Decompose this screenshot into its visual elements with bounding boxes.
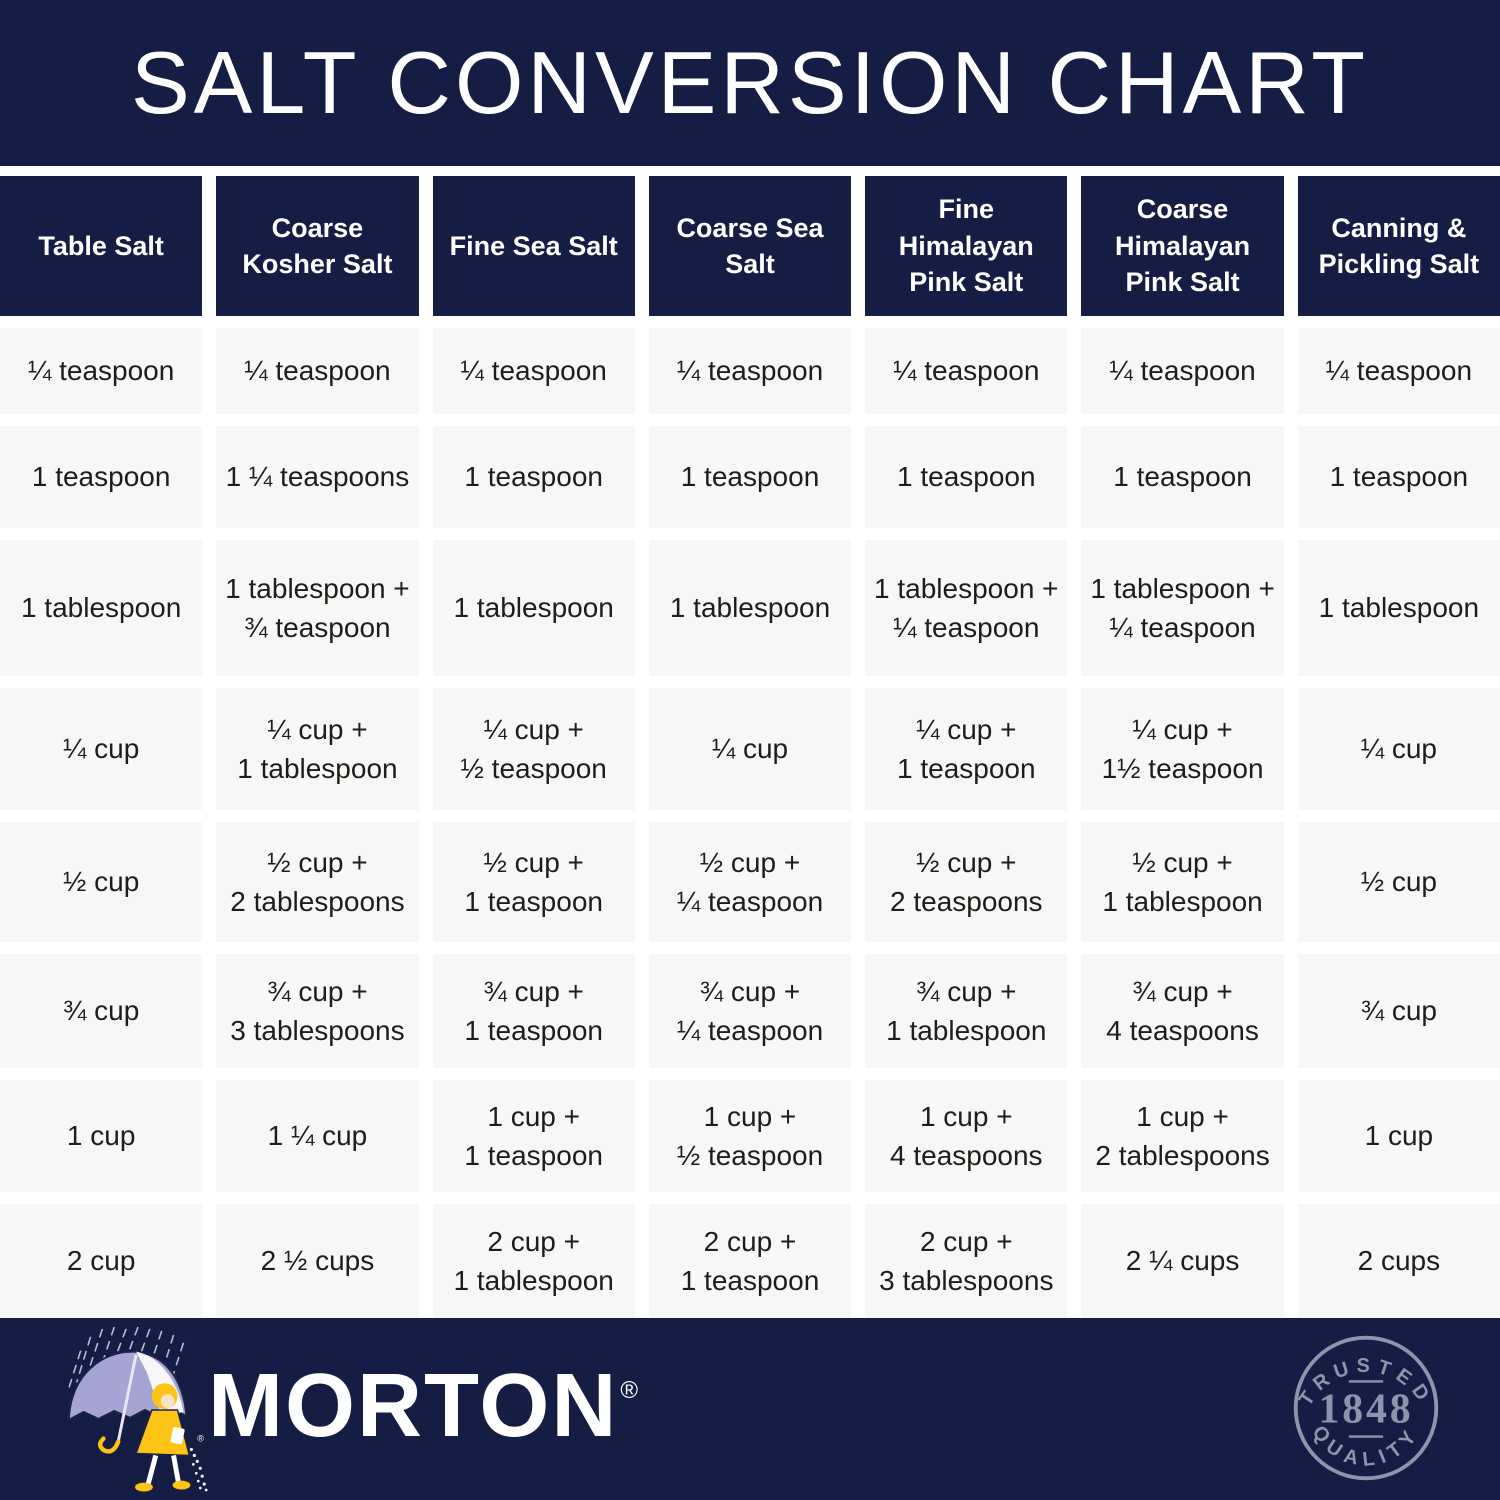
brand-wordmark: MORTON® <box>208 1356 641 1456</box>
morton-girl-logo: ® <box>67 1326 208 1492</box>
table-cell: 1 teaspoon <box>1297 426 1500 528</box>
table-cell: 2 cup + 1 teaspoon <box>648 1204 852 1318</box>
table-cell: 2 cup + 3 tablespoons <box>865 1204 1068 1318</box>
footer-banner: ® MORTON® TRUSTED 1848 QUALITY <box>0 1318 1500 1500</box>
page-title: SALT CONVERSION CHART <box>130 33 1369 132</box>
table-cell: 1 ¼ cup <box>216 1080 419 1192</box>
svg-text:®: ® <box>197 1434 204 1444</box>
table-cell: 1 teaspoon <box>648 426 852 528</box>
table-cell: ¾ cup + 4 teaspoons <box>1081 954 1284 1068</box>
table-cell: ¼ cup + 1 tablespoon <box>216 688 419 810</box>
table-cell: ¼ teaspoon <box>432 328 635 414</box>
table-cell: ½ cup <box>0 822 203 942</box>
column-header: Fine Sea Salt <box>432 176 635 316</box>
table-cell: 1 cup + 2 tablespoons <box>1081 1080 1284 1192</box>
table-cell: 1 tablespoon + ¾ teaspoon <box>216 540 419 676</box>
table-cell: ¼ cup + ½ teaspoon <box>432 688 635 810</box>
trusted-1848-seal: TRUSTED 1848 QUALITY <box>1293 1335 1439 1481</box>
table-cell: 1 tablespoon + ¼ teaspoon <box>1081 540 1284 676</box>
table-cell: ½ cup + 2 tablespoons <box>216 822 419 942</box>
table-cell: ¼ teaspoon <box>648 328 852 414</box>
table-cell: 1 tablespoon <box>0 540 203 676</box>
table-cell: ½ cup + 2 teaspoons <box>865 822 1068 942</box>
table-cell: ¾ cup + 1 teaspoon <box>432 954 635 1068</box>
table-cell: 1 tablespoon <box>432 540 635 676</box>
table-cell: ¼ teaspoon <box>1081 328 1284 414</box>
table-cell: 2 ½ cups <box>216 1204 419 1318</box>
table-cell: 1 ¼ teaspoons <box>216 426 419 528</box>
table-cell: 1 cup + 4 teaspoons <box>865 1080 1068 1192</box>
table-cell: 1 cup <box>1297 1080 1500 1192</box>
table-cell: ¼ teaspoon <box>0 328 203 414</box>
column-header: Coarse Himalayan Pink Salt <box>1081 176 1284 316</box>
table-cell: 2 cup <box>0 1204 203 1318</box>
table-cell: ¼ teaspoon <box>865 328 1068 414</box>
table-cell: 1 tablespoon + ¼ teaspoon <box>865 540 1068 676</box>
table-cell: ½ cup + ¼ teaspoon <box>648 822 852 942</box>
table-cell: ¼ teaspoon <box>216 328 419 414</box>
table-cell: 1 cup <box>0 1080 203 1192</box>
column-header: Coarse Kosher Salt <box>216 176 419 316</box>
table-cell: ¼ cup <box>1297 688 1500 810</box>
brand-lockup: ® MORTON® <box>52 1325 640 1493</box>
column-header: Canning & Pickling Salt <box>1297 176 1500 316</box>
seal-year: 1848 <box>1319 1386 1414 1432</box>
table-cell: 1 teaspoon <box>1081 426 1284 528</box>
conversion-table: Table Salt Coarse Kosher Salt Fine Sea Sal… <box>0 176 1500 1318</box>
table-cell: ¼ cup <box>648 688 852 810</box>
table-cell: ¼ cup <box>0 688 203 810</box>
registered-mark: ® <box>620 1377 641 1404</box>
column-header: Fine Himalayan Pink Salt <box>865 176 1068 316</box>
table-cell: ¾ cup <box>1297 954 1500 1068</box>
table-cell: ½ cup + 1 tablespoon <box>1081 822 1284 942</box>
table-cell: 1 tablespoon <box>1297 540 1500 676</box>
column-header: Coarse Sea Salt <box>648 176 852 316</box>
table-cell: ¼ teaspoon <box>1297 328 1500 414</box>
table-cell: ¾ cup + ¼ teaspoon <box>648 954 852 1068</box>
table-cell: ½ cup + 1 teaspoon <box>432 822 635 942</box>
table-cell: ¼ cup + 1½ teaspoon <box>1081 688 1284 810</box>
table-cell: ¼ cup + 1 teaspoon <box>865 688 1068 810</box>
title-banner: SALT CONVERSION CHART <box>0 0 1500 166</box>
table-cell: ¾ cup <box>0 954 203 1068</box>
column-header: Table Salt <box>0 176 203 316</box>
table-cell: 1 teaspoon <box>0 426 203 528</box>
table-cell: 2 cups <box>1297 1204 1500 1318</box>
table-cell: 1 teaspoon <box>865 426 1068 528</box>
table-cell: ½ cup <box>1297 822 1500 942</box>
table-cell: 1 teaspoon <box>432 426 635 528</box>
table-cell: 1 tablespoon <box>648 540 852 676</box>
table-cell: 2 cup + 1 tablespoon <box>432 1204 635 1318</box>
table-cell: ¾ cup + 3 tablespoons <box>216 954 419 1068</box>
table-cell: 1 cup + ½ teaspoon <box>648 1080 852 1192</box>
table-cell: 2 ¼ cups <box>1081 1204 1284 1318</box>
table-cell: 1 cup + 1 teaspoon <box>432 1080 635 1192</box>
table-cell: ¾ cup + 1 tablespoon <box>865 954 1068 1068</box>
